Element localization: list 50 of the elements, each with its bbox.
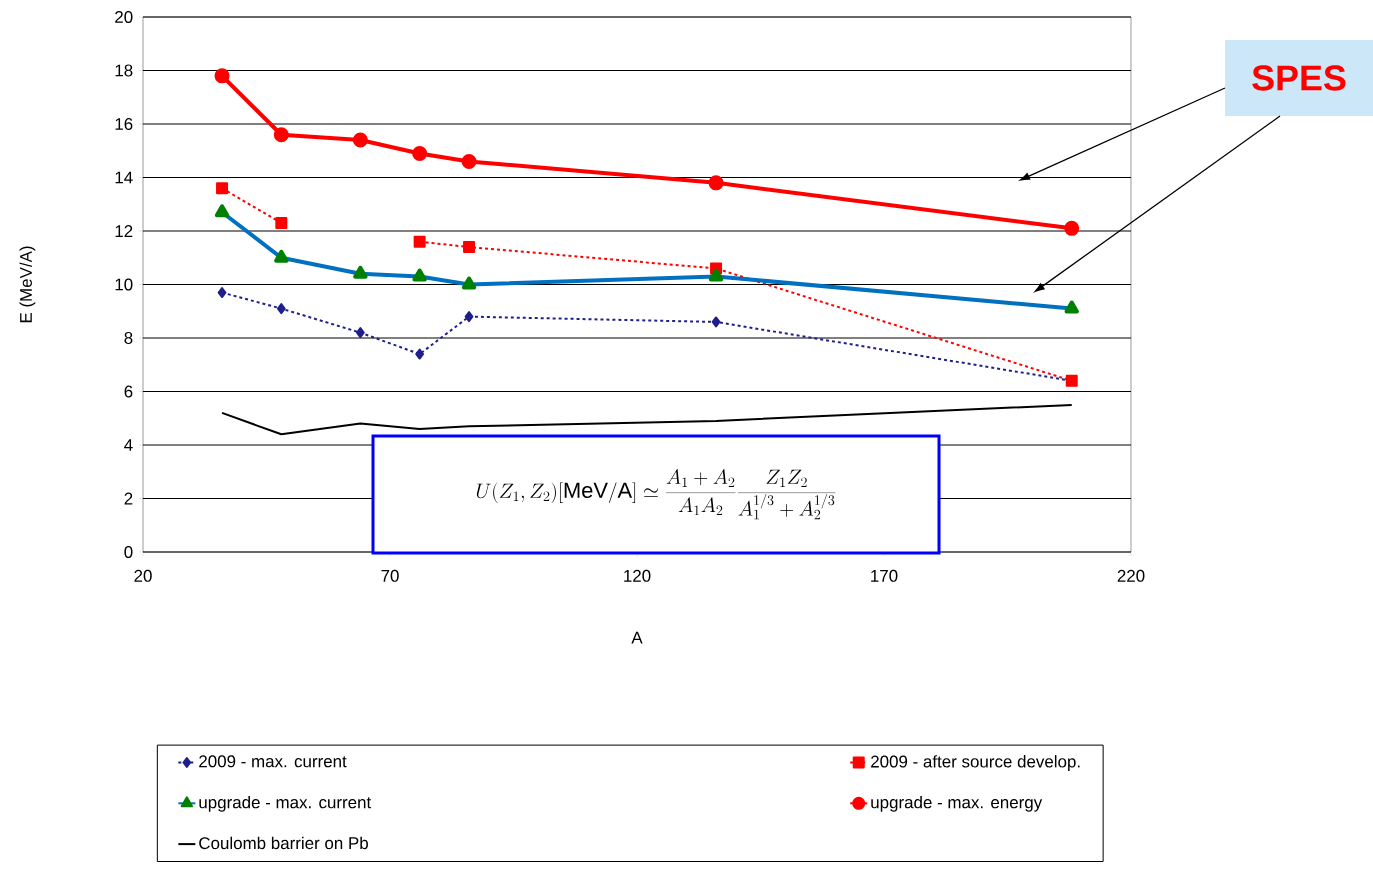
point (214, 68, 230, 84)
y-tick-label: 2 (124, 492, 133, 505)
point (216, 182, 229, 195)
legend-label: 2009 - after source develop. (871, 755, 1080, 771)
y-tick-label: 20 (115, 11, 133, 24)
point (463, 241, 476, 254)
x-tick-label: 70 (381, 569, 399, 582)
point (708, 175, 724, 191)
point (274, 249, 289, 263)
y-tick-label: 18 (115, 64, 133, 77)
point (217, 287, 227, 299)
y-tick-label: 4 (124, 439, 133, 451)
legend-label: 2009 - max. current (199, 755, 347, 768)
legend-label: upgrade - max. energy (871, 795, 1043, 812)
legend-label: upgrade - max. current (199, 795, 372, 812)
x-tick-label: 20 (134, 569, 152, 582)
x-tick-label: 120 (624, 569, 651, 582)
x-tick-label: 170 (871, 569, 898, 582)
point (273, 127, 289, 143)
y-tick-label: 0 (124, 546, 133, 559)
point (412, 145, 428, 161)
y-axis-title: E (MeV/A) (19, 246, 36, 323)
x-tick-label: 220 (1117, 569, 1145, 582)
y-tick-label: 10 (115, 278, 133, 291)
y-tick-label: 14 (115, 171, 133, 184)
text: SPES (1252, 65, 1346, 91)
annotation: $U(Z_1,Z_2)[\mathrm{MeV/A}] \simeq \frac{A_1+A_2}{A_1A_2}\frac{Z_1Z_2}{A_1^{1/3}+A_2^{1/3}}$ (476, 469, 836, 520)
y-tick-label: 16 (115, 118, 133, 131)
point (461, 276, 477, 290)
point (353, 265, 368, 279)
point (1064, 300, 1079, 314)
y-tick-label: 8 (124, 332, 133, 345)
point (413, 235, 426, 248)
point (461, 153, 477, 169)
point (352, 132, 368, 148)
point (214, 204, 230, 218)
point (275, 216, 288, 229)
point (464, 311, 474, 323)
point (355, 327, 365, 339)
line-series (221, 403, 1073, 436)
point (276, 303, 286, 315)
point (708, 268, 724, 282)
x-axis-title: A (631, 631, 643, 644)
point (711, 316, 721, 328)
y-tick-label: 12 (115, 225, 133, 237)
point (412, 268, 427, 282)
legend-label: Coulomb barrier on Pb (199, 836, 368, 850)
point (415, 348, 425, 360)
point (1064, 220, 1080, 236)
y-tick-label: 6 (124, 385, 133, 398)
